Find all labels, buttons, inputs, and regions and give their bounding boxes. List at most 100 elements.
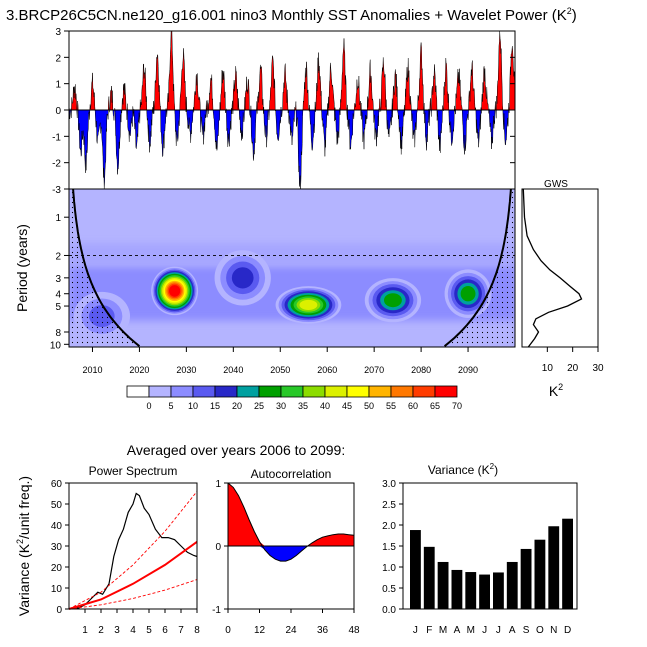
autocorrelation-y-tick-label: -1 <box>212 605 221 616</box>
variance-bar <box>493 572 504 609</box>
variance-x-tick-label: D <box>564 625 571 636</box>
colorbar-label: 30 <box>276 401 286 411</box>
power-spectrum-x-tick-label: 4 <box>130 625 136 636</box>
variance-x-tick-label: M <box>439 625 447 636</box>
wavelet-x-tick-label: 2020 <box>129 365 149 375</box>
variance-bar <box>410 530 421 609</box>
gws-curve <box>522 188 583 348</box>
power-spectrum-ticks: 1 2 3 4 5 6 7 8 0 10 20 30 40 50 60 <box>51 479 200 636</box>
colorbar-box <box>368 385 392 398</box>
colorbar-box <box>192 385 216 398</box>
wavelet-y-axis-label: Period (years) <box>14 224 30 312</box>
sst-anomaly-line <box>68 30 515 190</box>
variance-bars <box>410 518 573 609</box>
wavelet-x-tick-label: 2010 <box>82 365 102 375</box>
gws-x-ticks: 10 20 30 <box>542 347 604 374</box>
sst-y-tick-label: 2 <box>55 53 61 64</box>
colorbar-box <box>214 385 238 398</box>
colorbar-label: 0 <box>146 401 151 411</box>
variance-bar <box>465 572 477 609</box>
power-spectrum-panel: Power Spectrum 1 2 3 4 5 6 7 8 0 10 20 30 40 50 60 Var… <box>15 464 200 636</box>
power-spectrum-x-tick-label: 8 <box>194 625 200 636</box>
variance-x-tick-label: J <box>482 625 487 636</box>
power-spectrum-confidence-line <box>68 579 198 610</box>
power-spectrum-red-noise-line <box>68 540 198 610</box>
sst-y-tick-label: -2 <box>52 159 61 170</box>
colorbar-box <box>280 385 304 398</box>
sst-anomaly-fill <box>68 30 515 190</box>
colorbar-box <box>170 385 194 398</box>
autocorrelation-x-tick-label: 48 <box>348 625 360 636</box>
wavelet-x-tick-label: 2090 <box>458 365 478 375</box>
variance-bar <box>437 561 449 609</box>
wavelet-band-upper <box>69 243 515 266</box>
colorbar-label: 25 <box>254 401 264 411</box>
cone-of-influence-right-line <box>443 189 512 347</box>
colorbar-box <box>126 385 150 398</box>
sst-y-ticks: -3 -2 -1 0 1 2 3 <box>52 27 515 196</box>
wavelet-contour <box>169 285 181 297</box>
power-spectrum-y-tick-label: 60 <box>51 479 63 490</box>
cone-of-influence-left-line <box>72 189 141 347</box>
power-spectrum-y-tick-label: 0 <box>56 605 62 616</box>
variance-x-tick-label: S <box>523 625 530 636</box>
variance-bar <box>506 561 518 609</box>
autocorrelation-fill <box>227 482 355 562</box>
gws-x-tick-label: 10 <box>542 363 554 374</box>
wavelet-y-tick-label: 8 <box>55 328 61 339</box>
wavelet-contour <box>231 267 254 289</box>
cone-of-influence-right <box>444 189 515 347</box>
power-spectrum-x-tick-label: 3 <box>114 625 120 636</box>
variance-x-tick-label: J <box>413 625 418 636</box>
autocorrelation-x-tick-label: 36 <box>317 625 329 636</box>
variance-bar <box>520 548 532 609</box>
autocorrelation-ticks: 0 12 24 36 48 -1 0 1 <box>212 479 360 636</box>
wavelet-x-tick-label: 2060 <box>317 365 337 375</box>
power-spectrum-spectrum-line <box>72 492 198 610</box>
variance-y-tick-label: 3.0 <box>382 479 396 490</box>
autocorrelation-line <box>227 482 355 562</box>
variance-title: Variance (K2) <box>428 462 498 477</box>
power-spectrum-x-tick-label: 2 <box>98 625 104 636</box>
colorbar-label: 10 <box>188 401 198 411</box>
wavelet-contour <box>460 286 476 302</box>
colorbar-label: 50 <box>364 401 374 411</box>
wavelet-y-ticks: 1 2 3 45 810 <box>50 213 69 351</box>
sst-negative-area <box>69 110 515 189</box>
wavelet-x-tick-label: 2040 <box>223 365 243 375</box>
variance-bar <box>423 546 435 609</box>
wavelet-y-tick-label: 10 <box>50 340 62 351</box>
variance-y-tick-label: 0.0 <box>382 605 396 616</box>
colorbar-box <box>258 385 282 398</box>
figure-title: 3.BRCP26C5CN.ne120_g16.001 nino3 Monthly… <box>6 6 577 24</box>
gws-panel: GWS 10 20 30 K2 <box>521 179 604 399</box>
wavelet-contour <box>299 299 318 311</box>
variance-bar <box>534 539 546 609</box>
autocorrelation-panel: Autocorrelation 0 12 24 36 48 -1 0 1 <box>212 467 360 636</box>
colorbar-label: 20 <box>232 401 242 411</box>
variance-x-tick-label: M <box>467 625 475 636</box>
wavelet-y-tick-label: 3 <box>55 274 61 285</box>
power-spectrum-x-tick-label: 5 <box>146 625 152 636</box>
power-spectrum-y-tick-label: 10 <box>51 584 63 595</box>
autocorrelation-y-tick-label: 1 <box>215 479 221 490</box>
colorbar-label: 40 <box>320 401 330 411</box>
cone-of-influence-left <box>69 189 140 347</box>
gws-plot-frame <box>521 188 599 348</box>
gws-x-tick-label: 30 <box>592 363 604 374</box>
variance-y-tick-label: 1.0 <box>382 563 396 574</box>
colorbar-box <box>412 385 436 398</box>
sst-y-tick-label: -3 <box>52 185 61 196</box>
wavelet-y-tick-label: 5 <box>55 302 61 313</box>
variance-y-tick-label: 0.5 <box>382 584 396 595</box>
power-spectrum-lines <box>68 491 198 610</box>
sst-timeseries-panel: -3 -2 -1 0 1 2 3 <box>52 27 516 196</box>
wavelet-x-tick-label: 2070 <box>364 365 384 375</box>
colorbar-box <box>434 385 458 398</box>
power-spectrum-x-tick-label: 7 <box>178 625 184 636</box>
autocorrelation-x-tick-label: 24 <box>285 625 297 636</box>
variance-ticks: J F M A M J J A S O N D0.00.51.01.52.02.53.0 <box>382 479 571 636</box>
wavelet-plot-frame <box>68 188 516 348</box>
wavelet-contour <box>384 293 402 308</box>
